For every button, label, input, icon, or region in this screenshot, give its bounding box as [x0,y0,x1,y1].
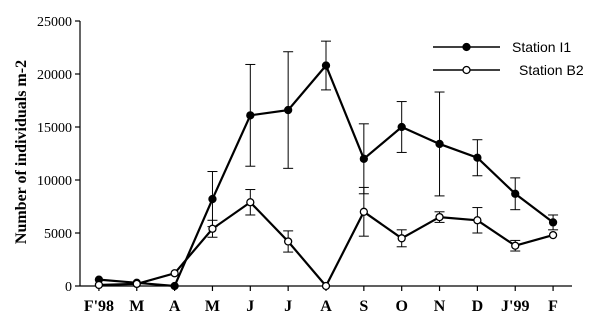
x-tick-label: J'99 [501,298,529,315]
legend-marker [462,65,471,75]
data-point [397,234,406,243]
legend-marker [462,42,471,52]
series-line [98,200,554,288]
plot-area [94,40,559,291]
data-point [170,269,179,278]
data-point [359,207,368,216]
data-point [321,281,331,291]
x-tick-label: S [359,298,368,315]
y-tick-label: 0 [65,280,72,295]
data-point [321,61,331,70]
data-point [511,241,520,250]
series-line [98,63,554,288]
x-tick-label: M [205,298,220,315]
y-tick-label: 15000 [37,121,72,136]
data-point [473,153,482,162]
legend-label: Station I1 [512,39,571,55]
series-2 [94,186,558,291]
x-tick-label: N [434,298,446,315]
legend: Station I1 Station B2 [433,39,584,78]
y-axis-title: Number of individuals m-2 [13,60,30,244]
x-tick-label: M [129,298,144,315]
x-tick-label: A [320,298,332,315]
series-1 [94,40,559,291]
legend-entry: Station B2 [433,62,584,78]
data-point [132,279,141,289]
data-point [435,212,444,222]
data-point [548,218,558,227]
legend-entry: Station I1 [433,39,571,55]
axes: 0 5000 10000 15000 20000 25000 F'98 M A M J J A S O N D… [37,15,572,315]
data-point [397,122,406,132]
x-tick-label: F [548,298,558,315]
data-point [94,280,104,290]
x-tick-label: J [284,298,292,315]
data-point [359,154,368,163]
legend-label: Station B2 [519,62,584,78]
y-tick-label: 25000 [37,15,72,30]
x-tick-label: D [472,298,484,315]
x-tick-label: J [246,298,254,315]
data-point [548,230,558,240]
data-point [208,194,217,204]
x-tick-label: A [169,298,181,315]
data-point [170,281,179,291]
data-point [473,216,482,225]
data-point [246,198,255,207]
data-point [284,237,293,246]
x-tick-label: F'98 [84,298,114,315]
data-point [284,105,293,115]
data-point [511,189,520,198]
data-point [246,111,255,120]
y-tick-label: 5000 [44,227,72,242]
data-point [435,139,444,149]
x-tick-label: O [395,298,407,315]
y-tick-label: 20000 [37,68,72,83]
x-ticks: F'98 M A M J J A S O N D J'99 F [84,286,558,315]
y-tick-label: 10000 [37,174,72,189]
data-point [208,224,217,233]
y-ticks: 0 5000 10000 15000 20000 25000 [37,15,80,295]
